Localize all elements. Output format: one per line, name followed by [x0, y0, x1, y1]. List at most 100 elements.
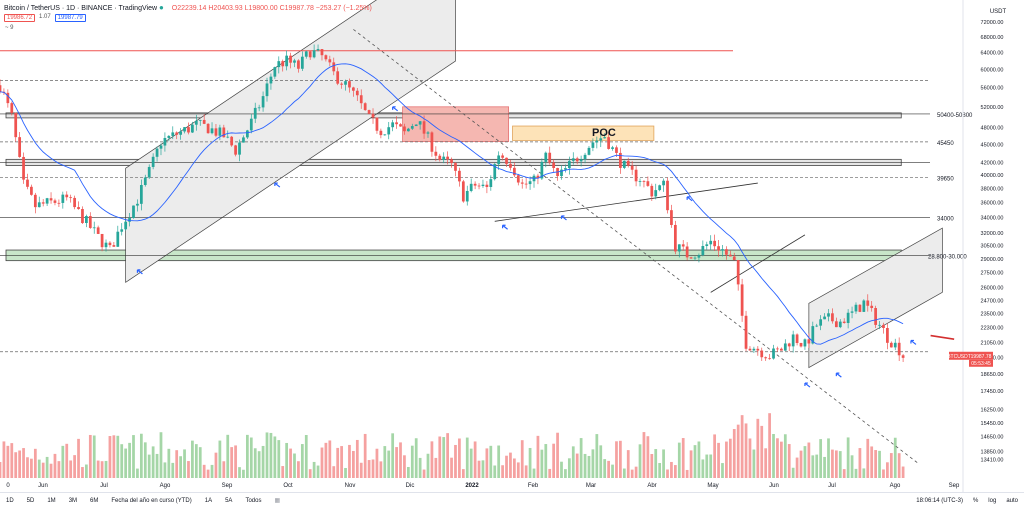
volume-bar: [799, 450, 803, 478]
candle-body: [269, 76, 273, 84]
candle-body: [379, 130, 383, 136]
volume-bar: [815, 454, 819, 478]
candle-body: [155, 148, 159, 157]
volume-bar: [26, 457, 29, 478]
volume-bar: [234, 445, 237, 478]
candle-body: [163, 137, 167, 146]
candle-body: [234, 145, 237, 155]
range-1m-button[interactable]: 1M: [47, 497, 56, 504]
buy-price-button[interactable]: 19987.79: [54, 14, 86, 22]
y-tick-label: 16250.00: [981, 408, 1004, 414]
candle-body: [654, 190, 658, 197]
candle-body: [509, 163, 512, 168]
candle-body: [355, 90, 359, 96]
candle-body: [308, 51, 312, 58]
candle-body: [607, 137, 610, 149]
x-tick-label: Jul: [100, 483, 108, 489]
log-toggle[interactable]: log: [988, 497, 997, 504]
volume-bar: [540, 449, 544, 478]
volume-bar: [167, 448, 171, 478]
candle-body: [732, 256, 736, 261]
candle-body: [359, 95, 363, 104]
volume-bar: [728, 438, 732, 478]
volume-bar: [662, 449, 665, 478]
candle-body: [780, 348, 783, 351]
range-5d-button[interactable]: 5D: [26, 497, 35, 504]
volume-bar: [858, 448, 862, 478]
volume-bar: [383, 446, 387, 478]
calendar-icon[interactable]: ▦: [274, 498, 281, 504]
volume-bar: [179, 456, 182, 478]
volume-bar: [638, 444, 642, 478]
volume-bar: [289, 448, 292, 478]
range-1y-button[interactable]: 1A: [204, 497, 213, 504]
chart-area[interactable]: POC 50400-50800 45450 39650 34000 28.800-30.0…: [0, 0, 1024, 492]
candle-body: [10, 103, 14, 113]
candle-body: [485, 184, 489, 188]
candle-body: [450, 159, 453, 164]
candle-body: [61, 194, 65, 203]
candle-body: [646, 181, 650, 186]
candle-body: [387, 127, 391, 135]
range-6m-button[interactable]: 6M: [90, 497, 99, 504]
last-price-label: 19987.78: [971, 354, 992, 360]
channel-0: [125, 0, 456, 283]
candle-body: [340, 83, 343, 85]
volume-bar: [764, 448, 768, 478]
candle-body: [108, 242, 112, 246]
candle-body: [791, 334, 795, 347]
volume-bar: [740, 415, 744, 478]
candle-body: [697, 255, 701, 258]
candle-body: [281, 61, 285, 67]
volume-bar: [548, 468, 552, 478]
y-tick-label: 27500.00: [981, 271, 1004, 277]
candle-body: [458, 170, 461, 182]
volume-bar: [332, 466, 336, 478]
chart-header: Bitcoin / TetherUS · 1D · BINANCE · Trad…: [4, 3, 372, 12]
percent-toggle[interactable]: %: [972, 497, 979, 504]
auto-toggle[interactable]: auto: [1006, 497, 1018, 504]
volume-bar: [281, 466, 285, 478]
volume-bar: [367, 460, 371, 478]
range-5y-button[interactable]: 5A: [225, 497, 233, 504]
candle-body: [783, 343, 787, 351]
volume-bar: [701, 459, 705, 478]
candle-body: [261, 96, 265, 108]
candle-body: [285, 55, 289, 67]
volume-bar: [748, 438, 752, 478]
candle-body: [548, 152, 552, 163]
range-3m-button[interactable]: 3M: [68, 497, 78, 504]
volume-bar: [469, 448, 473, 478]
candle-body: [257, 107, 261, 109]
indicator-label[interactable]: ~ 9: [5, 25, 14, 31]
volume-bar: [297, 461, 300, 478]
candle-body: [128, 217, 131, 222]
volume-bar: [752, 449, 756, 478]
candle-body: [803, 339, 807, 347]
candle-body: [363, 103, 367, 111]
candle-body: [206, 123, 210, 134]
candle-body: [827, 313, 830, 317]
volume-bar: [772, 434, 775, 478]
range-all-button[interactable]: Todos: [245, 497, 262, 504]
candle-body: [120, 229, 124, 232]
candle-body: [587, 147, 591, 155]
volume-bar: [418, 457, 422, 478]
countdown-tag: [969, 359, 993, 367]
candle-body: [689, 257, 693, 259]
candle-body: [740, 284, 744, 316]
volume-bar: [438, 436, 442, 478]
candle-body: [446, 156, 449, 160]
candle-body: [489, 179, 493, 188]
candle-body: [124, 221, 128, 230]
candle-body: [191, 124, 194, 133]
sell-price-button[interactable]: 19986.72: [4, 14, 36, 22]
candle-body: [297, 60, 300, 69]
candle-body: [666, 180, 669, 211]
candle-body: [422, 121, 426, 134]
range-ytd-button[interactable]: Fecha del año en curso (YTD): [111, 497, 192, 504]
volume-bar: [340, 446, 343, 478]
volume-bar: [226, 434, 230, 478]
range-1d-button[interactable]: 1D: [6, 497, 14, 504]
candle-body: [26, 179, 29, 187]
